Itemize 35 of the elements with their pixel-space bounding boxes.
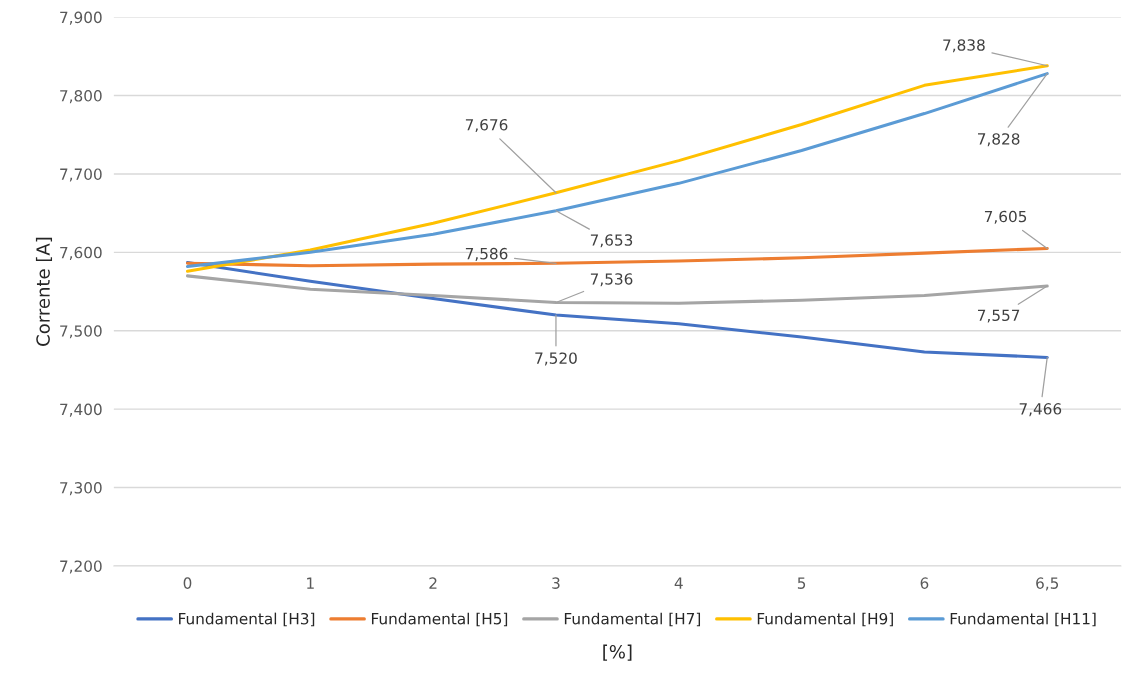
x-tick-label: 1 — [307, 577, 314, 589]
y-tick-label: 7,900 — [60, 11, 102, 25]
legend-label: Fundamental [H9] — [757, 612, 893, 627]
data-label: 7,653 — [590, 234, 633, 248]
data-label: 7,536 — [590, 273, 633, 287]
line-series — [185, 274, 1049, 305]
y-tick-label: 7,200 — [60, 560, 102, 574]
y-tick-label: 7,600 — [60, 246, 102, 260]
legend-label: Fundamental [H11] — [950, 612, 1096, 627]
x-tick-label: 4 — [674, 577, 683, 589]
x-tick-label: 0 — [183, 577, 192, 589]
x-axis-title: [%] — [603, 644, 632, 661]
data-label: 7,586 — [465, 247, 508, 261]
y-axis-title: Corrente [A] — [35, 237, 53, 346]
data-label: 7,838 — [943, 39, 985, 53]
y-tick-label: 7,500 — [60, 325, 102, 339]
x-tick-label: 2 — [429, 577, 437, 589]
x-tick-label: 3 — [552, 577, 560, 589]
y-tick-label: 7,400 — [60, 403, 102, 417]
y-tick-label: 7,300 — [60, 482, 102, 496]
legend-label: Fundamental [H3] — [179, 612, 315, 627]
line-series — [185, 246, 1049, 268]
legend-label: Fundamental [H5] — [371, 612, 508, 627]
data-label: 7,676 — [465, 118, 508, 133]
data-label: 7,557 — [978, 309, 1020, 323]
x-tick-label: 6 — [920, 577, 929, 589]
data-label: 7,466 — [1019, 403, 1062, 417]
x-tick-label: 5 — [797, 577, 806, 589]
y-tick-label: 7,700 — [60, 168, 102, 182]
data-label: 7,828 — [978, 133, 1020, 147]
legend-label: Fundamental [H7] — [564, 612, 701, 627]
data-label: 7,605 — [984, 210, 1027, 224]
y-tick-label: 7,800 — [60, 90, 102, 104]
x-tick-label: 6,5 — [1036, 577, 1059, 591]
data-label: 7,520 — [535, 352, 577, 366]
